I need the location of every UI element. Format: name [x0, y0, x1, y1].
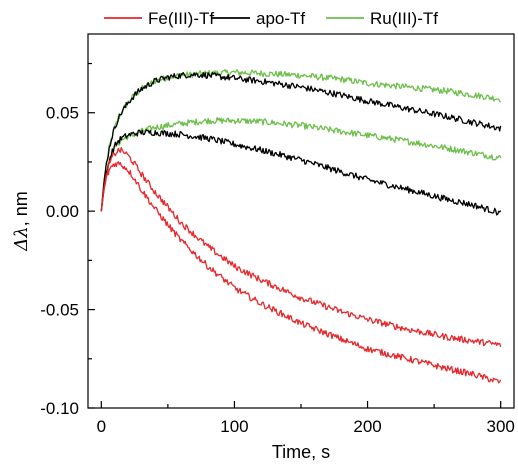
series-line-ru-iii-tf-5 — [100, 116, 502, 212]
tick-labels: 0 100 200 300 -0.10 -0.05 0.00 0.05 — [40, 104, 515, 436]
axis-ticks — [88, 62, 502, 409]
y-axis-unit: , nm — [11, 191, 31, 226]
legend: Fe(III)-Tf apo-Tf Ru(III)-Tf — [104, 9, 438, 28]
y-axis-title: Δλ, nm — [11, 191, 32, 251]
plot-area — [87, 33, 515, 409]
x-tick-label: 200 — [353, 417, 381, 436]
legend-label-fe-iii-tf: Fe(III)-Tf — [148, 9, 214, 28]
y-tick-label: -0.05 — [40, 301, 79, 320]
legend-label-ru-iii-tf: Ru(III)-Tf — [370, 9, 438, 28]
series-line-ru-iii-tf-4 — [100, 68, 501, 212]
y-tick-label: 0.00 — [46, 202, 79, 221]
series-line-apo-tf-2 — [100, 71, 502, 212]
legend-label-apo-tf: apo-Tf — [256, 9, 305, 28]
y-tick-label: 0.05 — [46, 104, 79, 123]
series-group — [100, 68, 502, 384]
x-tick-label: 0 — [97, 417, 106, 436]
series-line-fe-iii-tf-1 — [100, 161, 502, 384]
series-line-fe-iii-tf-0 — [100, 146, 502, 347]
series-line-apo-tf-3 — [100, 129, 502, 216]
x-axis-title: Time, s — [272, 442, 330, 462]
y-axis-symbol: Δλ — [11, 226, 32, 251]
y-tick-label: -0.10 — [40, 399, 79, 418]
x-tick-label: 300 — [487, 417, 515, 436]
x-tick-label: 100 — [220, 417, 248, 436]
